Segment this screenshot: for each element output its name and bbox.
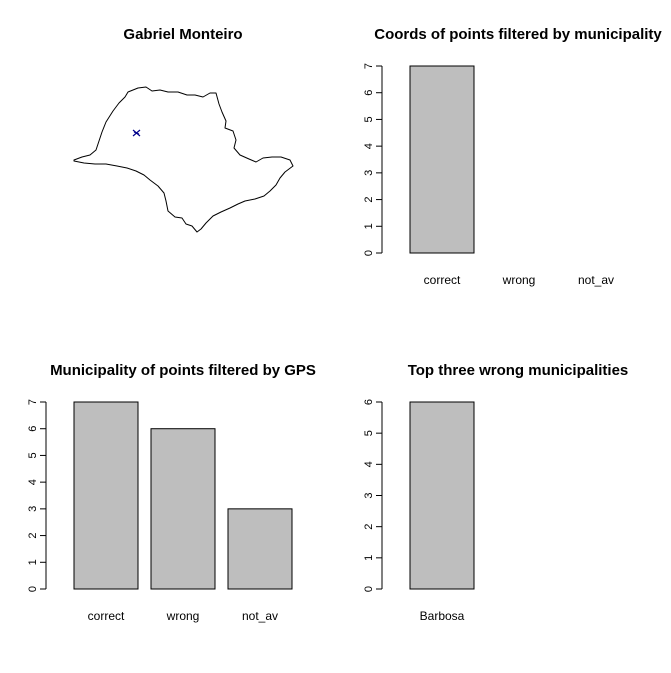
y-tick-label: 7 xyxy=(363,63,375,69)
chart-title: Coords of points filtered by municipalit… xyxy=(374,26,662,43)
y-tick-label: 6 xyxy=(363,399,375,405)
state-outline-map xyxy=(73,86,294,233)
y-tick-label: 0 xyxy=(363,586,375,592)
y-tick-label: 6 xyxy=(27,426,39,432)
y-tick-label: 0 xyxy=(363,250,375,256)
y-tick-label: 3 xyxy=(27,506,39,512)
bar-correct xyxy=(73,401,139,590)
bar-not-av xyxy=(227,508,293,590)
y-tick-label: 4 xyxy=(363,143,375,149)
y-tick-label: 1 xyxy=(363,555,375,561)
y-tick-label: 5 xyxy=(27,452,39,458)
map-panel-title: Gabriel Monteiro xyxy=(123,26,242,43)
y-tick-label: 0 xyxy=(27,586,39,592)
chart-title: Municipality of points filtered by GPS xyxy=(50,362,316,379)
y-tick-label: 1 xyxy=(363,223,375,229)
map-panel: Gabriel Monteiro xyxy=(73,26,294,233)
y-tick-label: 5 xyxy=(363,430,375,436)
y-tick-label: 2 xyxy=(363,197,375,203)
category-label: correct xyxy=(88,609,125,623)
y-tick-label: 2 xyxy=(27,533,39,539)
y-tick-label: 2 xyxy=(363,524,375,530)
bar-correct xyxy=(409,65,475,254)
bar-barbosa xyxy=(409,401,475,590)
y-tick-label: 4 xyxy=(363,461,375,467)
y-tick-label: 7 xyxy=(27,399,39,405)
y-tick-label: 1 xyxy=(27,559,39,565)
y-tick-label: 3 xyxy=(363,492,375,498)
category-label: wrong xyxy=(502,273,536,287)
y-tick-label: 4 xyxy=(27,479,39,485)
y-tick-label: 6 xyxy=(363,90,375,96)
y-tick-label: 3 xyxy=(363,170,375,176)
category-label: not_av xyxy=(578,273,614,287)
bar-chart-top-wrong-municipalities: Top three wrong municipalities 0 1 2 3 4 5 6 Bar… xyxy=(363,362,628,623)
chart-title: Top three wrong municipalities xyxy=(408,362,629,379)
gps-point-marker xyxy=(132,129,141,137)
category-label: Barbosa xyxy=(420,609,465,623)
bar-chart-coords-by-municipality: Coords of points filtered by municipalit… xyxy=(363,26,662,287)
y-tick-label: 5 xyxy=(363,116,375,122)
category-label: not_av xyxy=(242,609,278,623)
bar-chart-municipality-by-gps: Municipality of points filtered by GPS 0 1… xyxy=(27,362,316,623)
category-label: wrong xyxy=(166,609,200,623)
category-label: correct xyxy=(424,273,461,287)
bar-wrong xyxy=(150,428,216,590)
